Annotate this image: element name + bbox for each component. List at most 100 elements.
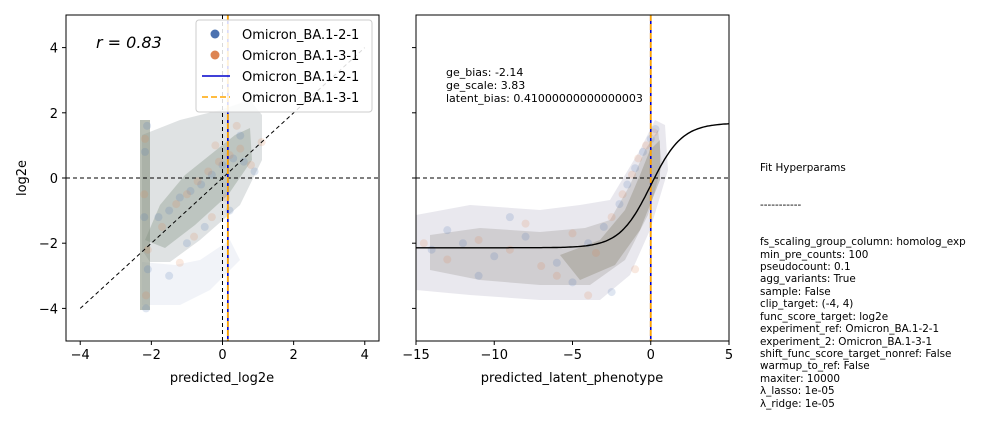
hyperparam-line: maxiter: 10000 (760, 372, 840, 385)
data-point (607, 288, 616, 297)
x-tick-label: −2 (142, 348, 161, 363)
figure: −4 −2 0 2 4 −4 −2 0 2 4 predicted_log2e log2e r … (15, 14, 733, 386)
data-point (443, 255, 452, 264)
data-point (140, 213, 149, 222)
hyperparam-line: func_score_target: log2e (760, 310, 889, 323)
data-point (584, 291, 593, 300)
hyperparam-line: λ_lasso: 1e-05 (760, 385, 835, 398)
data-point (204, 167, 213, 176)
data-point (154, 213, 163, 222)
data-point (211, 141, 220, 150)
reference-line-diagonal (79, 47, 366, 309)
data-point (182, 190, 191, 199)
data-point (193, 177, 202, 186)
x-tick-label: −5 (563, 348, 582, 363)
data-point (175, 258, 184, 267)
data-point (607, 213, 616, 222)
legend-marker (210, 50, 220, 60)
annotation-latent-bias: latent_bias: 0.41000000000000003 (446, 92, 643, 105)
hyperparam-line: clip_target: (-4, 4) (760, 298, 854, 311)
data-point (207, 213, 216, 222)
data-point (158, 222, 167, 231)
data-point (490, 252, 499, 261)
data-point (505, 245, 514, 254)
data-point (649, 128, 658, 137)
data-point (222, 193, 231, 202)
data-point (427, 245, 436, 254)
data-point (232, 121, 241, 130)
data-point (186, 187, 195, 196)
data-point (143, 121, 152, 130)
y-tick-label: 0 (50, 172, 58, 187)
x-tick-label: 0 (218, 348, 226, 363)
data-point (537, 262, 546, 271)
fit-hyperparams-panel: Fit Hyperparams ----------- fs_scaling_g… (760, 137, 966, 422)
data-point (190, 232, 199, 241)
x-tick-label: −4 (71, 348, 90, 363)
data-point (140, 147, 149, 156)
y-tick-label: 4 (50, 42, 58, 57)
hyperparam-line: warmup_to_ref: False (760, 360, 870, 373)
x-tick-label: −10 (481, 348, 508, 363)
legend-marker (210, 29, 220, 39)
data-point (143, 245, 152, 254)
data-point (627, 170, 636, 179)
correlation-annotation: r = 0.83 (96, 33, 162, 52)
hyperparam-line: sample: False (760, 285, 831, 298)
data-point (552, 271, 561, 280)
hyperparam-line: shift_func_score_target_nonref: False (760, 347, 952, 360)
hyperparam-line: experiment_2: Omicron_BA.1-3-1 (760, 335, 933, 348)
legend-label: Omicron_BA.1-2-1 (242, 28, 359, 43)
density-cloud-floor (416, 120, 668, 300)
data-point (250, 167, 259, 176)
data-point (615, 200, 624, 209)
hyperparams-separator: ----------- (760, 199, 802, 212)
data-point (214, 157, 223, 166)
hyperparam-line: pseudocount: 0.1 (760, 261, 851, 274)
y-tick-label: −2 (39, 237, 58, 252)
data-point (142, 291, 151, 300)
data-point (618, 190, 627, 199)
data-point (568, 229, 577, 238)
legend-box (195, 19, 373, 113)
x-axis-label: predicted_log2e (170, 371, 274, 386)
data-point (623, 180, 632, 189)
data-point (172, 200, 181, 209)
point-cloud-background (416, 120, 668, 300)
panel-predicted-log2e: −4 −2 0 2 4 −4 −2 0 2 4 predicted_log2e log2e r … (15, 14, 380, 386)
data-point (175, 193, 184, 202)
data-point (165, 271, 174, 280)
x-axis-label: predicted_latent_phenotype (481, 371, 663, 386)
y-tick-label: −4 (39, 302, 58, 317)
data-point (419, 239, 428, 248)
data-point (165, 206, 174, 215)
legend-label: Omicron_BA.1-3-1 (242, 91, 359, 106)
x-tick-label: 0 (647, 348, 655, 363)
data-point (474, 271, 483, 280)
data-point (458, 239, 467, 248)
x-tick-label: 5 (725, 348, 733, 363)
annotation-ge-bias: ge_bias: -2.14 (446, 66, 523, 79)
data-point (143, 265, 152, 274)
data-point (474, 235, 483, 244)
data-point (568, 278, 577, 287)
data-point (197, 180, 206, 189)
density-cloud-core (430, 130, 662, 285)
data-point (631, 164, 640, 173)
data-point (552, 258, 561, 267)
data-point (505, 213, 514, 222)
panel-predicted-latent-phenotype: −15 −10 −5 0 5 predicted_latent_phenotype ge… (402, 14, 733, 386)
data-point (200, 222, 209, 231)
data-point (140, 190, 149, 199)
x-tick-label: −15 (402, 348, 429, 363)
legend-label: Omicron_BA.1-2-1 (242, 70, 359, 85)
data-point (634, 154, 643, 163)
data-point (591, 248, 600, 257)
density-cloud-main (142, 100, 262, 262)
y-tick-label: 2 (50, 107, 58, 122)
annotation-ge-scale: ge_scale: 3.83 (446, 79, 525, 92)
data-point (229, 154, 238, 163)
data-point (599, 222, 608, 231)
data-point (642, 141, 651, 150)
density-cloud-core (145, 128, 252, 248)
